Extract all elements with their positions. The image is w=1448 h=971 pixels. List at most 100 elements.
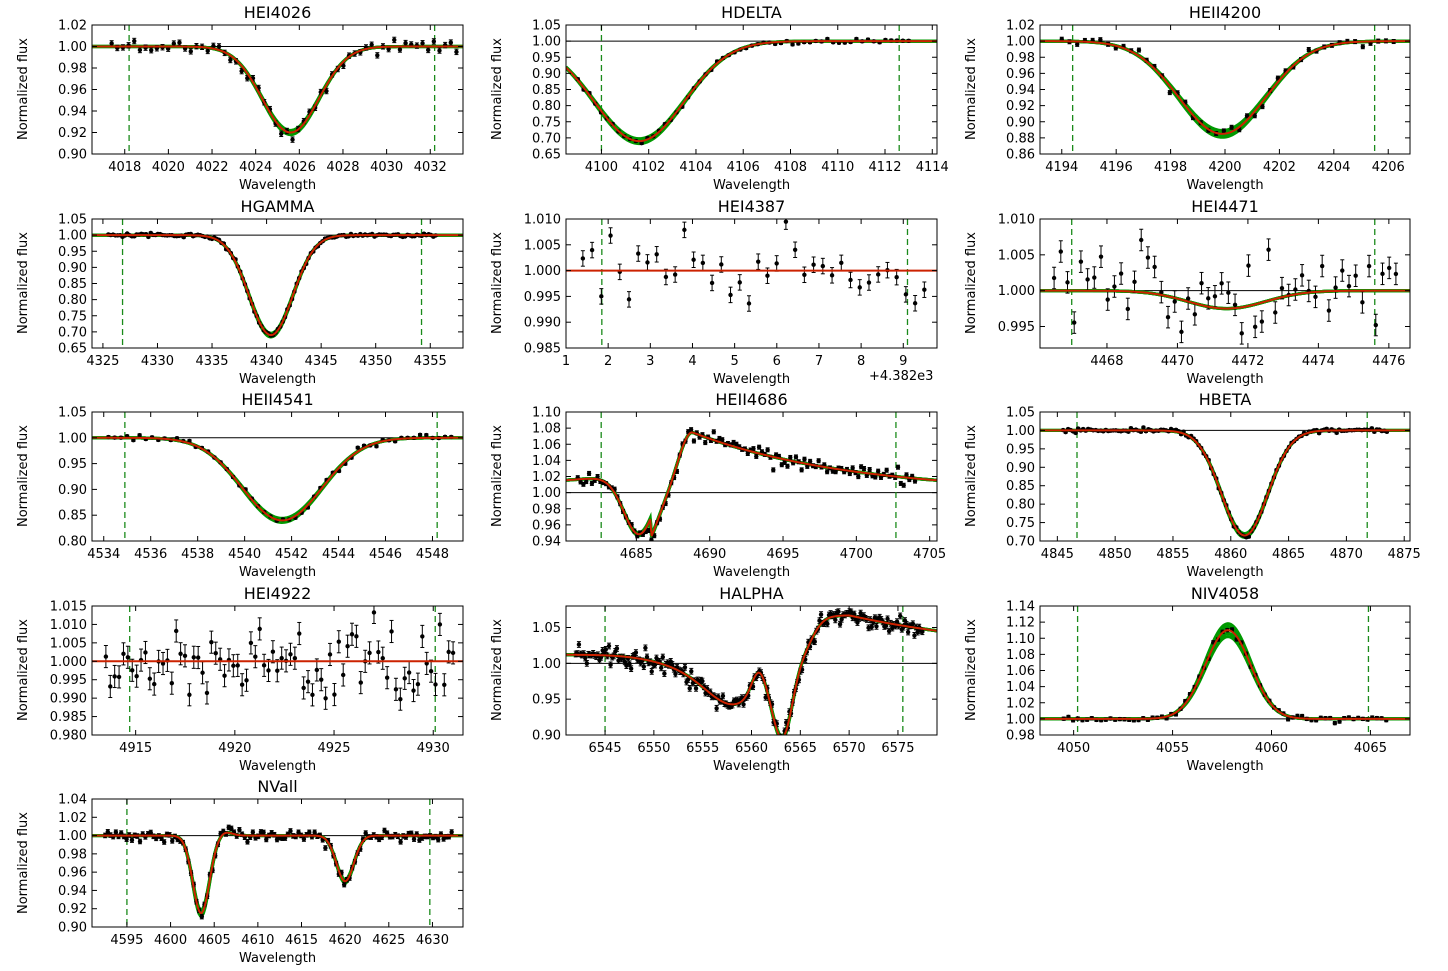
data-point: [769, 700, 775, 708]
data-point: [1103, 717, 1109, 722]
data-point: [1236, 529, 1242, 535]
data-point: [830, 468, 836, 474]
data-point: [1187, 691, 1193, 697]
data-point: [169, 671, 175, 695]
data-point: [319, 668, 324, 692]
data-point: [822, 462, 827, 468]
data-point: [842, 40, 847, 45]
model-sample-curve: [566, 430, 937, 536]
data-point: [124, 433, 130, 439]
data-point: [395, 232, 401, 237]
data-point: [809, 635, 814, 643]
data-point: [799, 467, 804, 473]
model-curve: [92, 234, 463, 337]
data-point: [393, 232, 398, 237]
y-tick-label: 1.08: [1006, 648, 1035, 663]
data-point: [686, 429, 691, 435]
data-point: [127, 832, 132, 838]
data-point: [159, 835, 164, 842]
data-point: [637, 530, 643, 536]
data-point: [892, 474, 898, 480]
data-point: [1326, 428, 1332, 434]
data-point: [682, 663, 688, 671]
data-point: [717, 435, 722, 441]
data-point: [108, 832, 113, 838]
data-point: [1065, 426, 1071, 432]
data-point: [417, 837, 422, 843]
data-point: [662, 121, 668, 127]
x-tick-label: 4695: [766, 547, 799, 562]
data-point: [1193, 438, 1199, 444]
data-point: [106, 434, 111, 440]
data-point: [586, 470, 592, 476]
x-tick-label: 4472: [1231, 354, 1264, 369]
x-tick-label: 4194: [1045, 160, 1078, 175]
data-point: [621, 653, 626, 661]
data-point: [379, 834, 385, 841]
data-point: [866, 274, 872, 291]
data-point: [1112, 275, 1117, 298]
data-point: [135, 833, 140, 839]
data-point: [918, 627, 923, 634]
data-point: [845, 610, 851, 617]
model-sample-curve: [566, 39, 937, 146]
data-point: [894, 268, 899, 286]
x-tick-label: 6575: [881, 741, 914, 756]
data-point: [398, 839, 403, 845]
data-point: [327, 235, 332, 240]
x-tick-label: 4108: [774, 160, 807, 175]
data-point: [433, 833, 438, 840]
data-point: [630, 653, 635, 660]
x-tick-label: 4690: [693, 547, 726, 562]
data-point: [1089, 716, 1094, 721]
data-point: [1291, 439, 1297, 444]
data-point: [209, 236, 215, 242]
data-point: [1153, 428, 1159, 433]
data-point: [833, 616, 838, 624]
data-point: [134, 232, 139, 237]
data-point: [1237, 127, 1242, 133]
model-sample-curve: [92, 44, 463, 134]
data-point: [857, 279, 862, 296]
x-tick-label: 4335: [195, 354, 228, 369]
data-point: [286, 517, 292, 522]
model-sample-curve: [92, 233, 463, 335]
data-point: [392, 439, 398, 444]
data-point: [150, 232, 156, 238]
data-point: [245, 838, 250, 845]
x-axis-label: Wavelength: [238, 372, 317, 387]
plot-area: [92, 799, 463, 927]
data-point: [296, 829, 301, 836]
data-point: [731, 697, 737, 705]
data-point: [830, 40, 836, 45]
y-tick-label: 0.94: [58, 884, 87, 899]
data-point: [427, 833, 433, 839]
x-tick-label: 4855: [1156, 547, 1189, 562]
x-axis-label: Wavelength: [712, 178, 791, 193]
data-point: [626, 519, 631, 525]
data-point: [647, 658, 653, 666]
data-point: [1051, 266, 1057, 290]
y-tick-label: 1.000: [524, 264, 561, 279]
data-point: [847, 471, 853, 477]
x-tick-label: 4615: [285, 933, 318, 948]
y-tick-label: 1.14: [1006, 600, 1035, 615]
x-tick-label: 1: [562, 354, 570, 369]
data-point: [153, 232, 158, 238]
data-point: [426, 231, 431, 237]
data-point: [624, 662, 629, 669]
data-point: [739, 694, 745, 702]
data-point: [709, 67, 714, 73]
data-point: [301, 117, 307, 125]
data-point: [296, 275, 302, 281]
x-tick-label: 4106: [727, 160, 760, 175]
data-point: [407, 233, 413, 238]
data-point: [1108, 716, 1113, 721]
data-point: [645, 254, 650, 271]
data-point: [380, 43, 386, 50]
data-point: [680, 441, 685, 447]
data-point: [584, 479, 589, 485]
model-sample-curve: [92, 44, 463, 136]
